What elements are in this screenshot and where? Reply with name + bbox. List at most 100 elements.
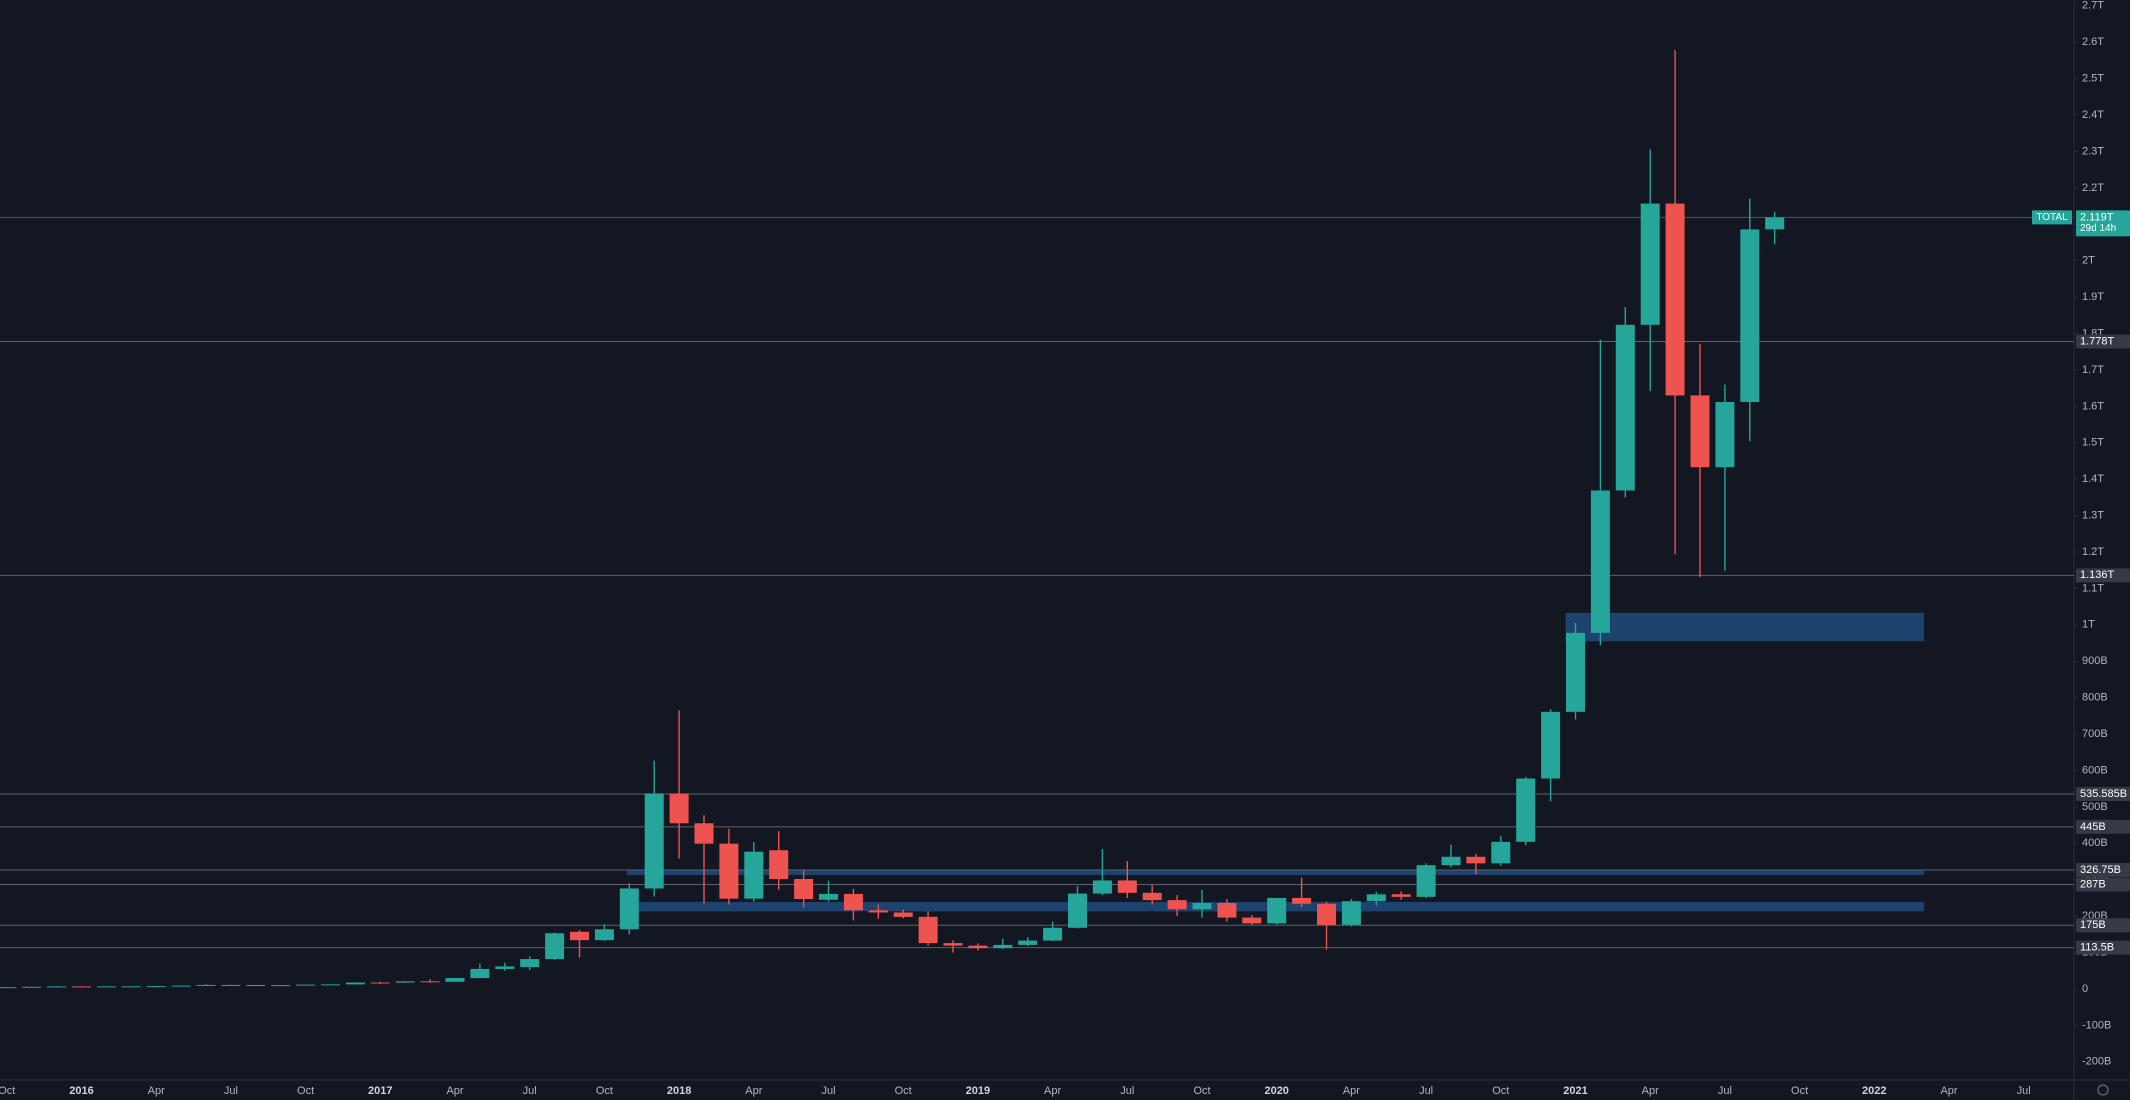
x-tick-label: Jul <box>224 1085 238 1097</box>
x-tick-label: 2022 <box>1862 1085 1886 1097</box>
x-tick-label: Jul <box>821 1085 835 1097</box>
candle-body <box>196 984 216 986</box>
countdown: 29d 14h <box>2080 223 2116 234</box>
candle-body <box>1167 900 1187 910</box>
y-tick-label: 1.2T <box>2082 546 2104 558</box>
candle-body <box>694 823 714 844</box>
candle-body <box>893 912 913 917</box>
price-label-box <box>2076 786 2130 801</box>
price-label: 1.136T <box>2080 569 2115 581</box>
candle-body <box>345 982 365 985</box>
y-tick-label: 400B <box>2082 837 2108 849</box>
price-label-box <box>2076 210 2130 237</box>
candle-body <box>769 850 789 880</box>
x-tick-label: Oct <box>1791 1085 1808 1097</box>
y-tick-label: 1.1T <box>2082 582 2104 594</box>
candle-body <box>1217 903 1237 918</box>
candle-body <box>819 893 838 900</box>
candle-body <box>221 984 241 986</box>
candle-body <box>470 968 490 979</box>
zone <box>1565 612 1925 642</box>
candle-body <box>520 959 540 968</box>
candle-body <box>843 893 863 911</box>
candle-body <box>968 945 988 949</box>
candle-body <box>171 985 191 987</box>
y-tick-label: 2.6T <box>2082 36 2104 48</box>
candle-body <box>943 943 963 946</box>
y-tick-label: 2T <box>2082 255 2095 267</box>
candle-body <box>146 986 166 988</box>
candle-body <box>1317 903 1336 925</box>
y-tick-label: -200B <box>2082 1056 2111 1068</box>
y-tick-label: 1.4T <box>2082 473 2104 485</box>
candle-body <box>96 986 116 988</box>
y-tick-label: 1.3T <box>2082 510 2104 522</box>
price-label: 2.119T <box>2080 211 2114 223</box>
x-tick-label: Apr <box>148 1085 165 1097</box>
candle-body <box>570 931 589 941</box>
price-lines <box>0 216 2074 949</box>
candle-body <box>1441 856 1461 866</box>
x-tick-label: Oct <box>1492 1085 1509 1097</box>
y-tick-label: 2.7T <box>2082 0 2104 12</box>
candle-body <box>719 843 739 899</box>
candle-body <box>1391 894 1411 897</box>
candle-body <box>1715 401 1735 468</box>
candle-body <box>1092 880 1112 894</box>
price-label: 175B <box>2080 919 2106 931</box>
candle-body <box>619 888 639 930</box>
y-tick-label: -100B <box>2082 1019 2111 1031</box>
candle-body <box>1765 217 1785 230</box>
candle-body <box>594 929 614 941</box>
x-tick-label: 2016 <box>69 1085 93 1097</box>
x-tick-label: Jul <box>1718 1085 1732 1097</box>
candle-body <box>1640 203 1660 325</box>
candle-body <box>744 851 764 899</box>
candle-body <box>1690 395 1710 468</box>
x-tick-label: Jul <box>1419 1085 1433 1097</box>
candle-body <box>271 985 291 987</box>
price-label: 445B <box>2080 821 2106 833</box>
x-tick-label: Oct <box>0 1085 15 1097</box>
x-tick-label: Oct <box>1193 1085 1210 1097</box>
x-tick-label: Apr <box>1940 1085 1957 1097</box>
zone <box>626 869 1925 875</box>
price-label: 287B <box>2080 878 2106 890</box>
candle-body <box>1615 324 1635 491</box>
y-tick-label: 2.4T <box>2082 109 2104 121</box>
price-label-box <box>2076 334 2130 349</box>
price-label-box <box>2076 940 2130 955</box>
candle-body <box>794 879 814 900</box>
candle-body <box>1341 901 1361 925</box>
symbol-label: TOTAL <box>2036 212 2068 223</box>
y-tick-label: 800B <box>2082 692 2108 704</box>
y-tick-label: 1.5T <box>2082 437 2104 449</box>
x-tick-label: Apr <box>446 1085 463 1097</box>
candle-body <box>918 916 938 944</box>
candle-body <box>1068 893 1087 928</box>
x-tick-label: Apr <box>1044 1085 1061 1097</box>
x-tick-label: 2021 <box>1563 1085 1587 1097</box>
y-tick-label: 700B <box>2082 728 2108 740</box>
candle-body <box>1192 903 1212 910</box>
candle-body <box>370 982 390 984</box>
y-tick-label: 500B <box>2082 801 2108 813</box>
y-tick-label: 1.6T <box>2082 400 2104 412</box>
candle-body <box>47 986 67 988</box>
candle-body <box>22 986 42 988</box>
settings-icon[interactable] <box>2097 1084 2109 1096</box>
candle-body <box>1590 490 1610 633</box>
candle-body <box>1142 892 1162 901</box>
candle-body <box>868 910 888 913</box>
y-tick-label: 900B <box>2082 655 2108 667</box>
x-tick-label: 2018 <box>667 1085 691 1097</box>
candle-body <box>1267 897 1287 924</box>
candle-body <box>1242 917 1262 924</box>
candle-body <box>1416 865 1436 897</box>
candle-body <box>1043 927 1063 941</box>
candle-body <box>1466 856 1486 864</box>
price-label: 535.585B <box>2080 788 2127 800</box>
y-tick-label: 1.9T <box>2082 291 2104 303</box>
